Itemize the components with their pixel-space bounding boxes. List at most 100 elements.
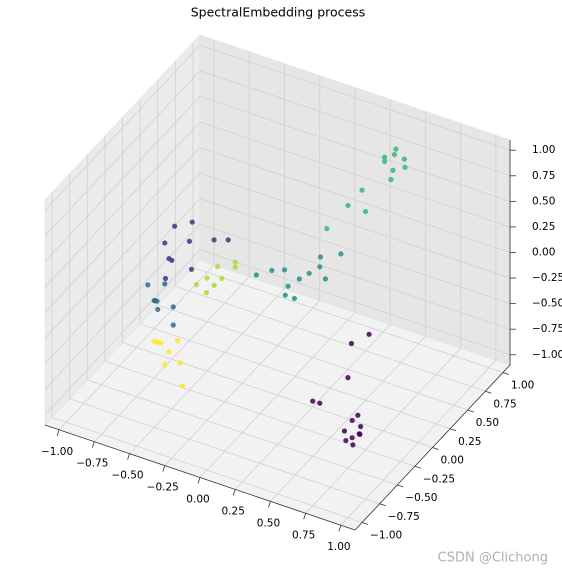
point [211,237,217,243]
grid-line [199,147,511,253]
x-tick-label: −0.25 [147,482,179,494]
z-tick-label: 0.75 [532,170,555,182]
point [388,177,394,183]
point [310,398,316,404]
point [162,362,168,368]
point [390,167,396,173]
point [204,275,210,281]
point [282,292,288,298]
x-tick-label: 0.25 [222,505,245,517]
point [317,254,324,260]
point [381,154,388,160]
point [225,237,231,243]
tick-mark [268,501,271,508]
x-axis-line [44,424,356,531]
point [366,331,372,337]
point [211,282,217,288]
point [296,276,302,282]
point [158,340,164,346]
grid-line [87,379,398,486]
x-tick-label: 0.00 [186,494,209,506]
point [402,164,408,170]
point [174,337,181,344]
tick-mark [379,503,386,507]
point [162,240,168,246]
y-tick-label: 0.25 [458,436,481,448]
tick-mark [467,409,474,413]
grid-line [44,70,201,237]
grid-line [199,249,511,356]
grid-line [157,304,468,411]
point [356,431,362,437]
grid-line [44,249,201,416]
tick-mark [303,513,307,520]
point [345,202,351,209]
point [401,156,407,162]
grid-line [192,267,504,373]
tick-mark [197,477,201,484]
z-tick-label: −0.25 [532,272,562,284]
point [170,322,176,328]
point [186,238,193,244]
point [281,267,288,273]
grid-line [104,360,416,467]
point [215,263,221,270]
chart-title: SpectralEmbedding process [191,5,366,20]
point [188,266,195,272]
tick-mark [502,372,510,375]
point [177,360,183,366]
tick-mark [485,390,492,394]
z-tick-label: 0.50 [532,195,555,207]
point [189,219,195,225]
point [151,338,157,344]
z-tick-label: 0.25 [532,221,555,233]
point [322,276,329,282]
x-tick-label: −0.50 [111,470,143,482]
point [170,304,176,310]
x-tick-label: 0.50 [257,517,280,529]
point [145,282,151,288]
tick-mark [449,428,457,432]
z-tick-label: −1.00 [532,349,562,361]
point [349,417,355,424]
y-tick-label: 0.00 [441,455,464,467]
z-tick-label: 0.00 [532,247,555,259]
y-tick-label: −1.00 [370,530,402,542]
point [381,158,388,165]
point [341,428,348,434]
point [179,383,185,389]
point [269,267,275,274]
grid-line [51,417,363,523]
grid-line [199,223,511,330]
point [253,272,259,278]
point [166,348,172,355]
y-axis-line [354,364,511,531]
point [350,442,356,448]
point [193,281,200,288]
point [393,146,399,152]
point [343,437,349,444]
y-tick-label: 0.50 [476,417,499,429]
grid-line [44,96,201,262]
point [345,375,351,381]
point [291,295,298,302]
grid-line [199,198,511,305]
grid-line [139,323,451,430]
tick-mark [56,429,60,436]
point [317,264,323,270]
point [169,257,175,263]
grid-line [44,121,201,288]
watermark: CSDN @Clichong [438,551,548,566]
point [162,281,168,287]
y-tick-label: 1.00 [511,380,534,392]
point [359,187,365,193]
grid-line [199,70,511,177]
point [362,208,369,215]
tick-mark [91,441,95,448]
grid-line [199,121,511,228]
grid-line [175,285,486,392]
z-tick-label: 1.00 [532,144,555,156]
x-tick-label: 1.00 [327,541,350,553]
y-tick-label: −0.75 [388,511,420,523]
